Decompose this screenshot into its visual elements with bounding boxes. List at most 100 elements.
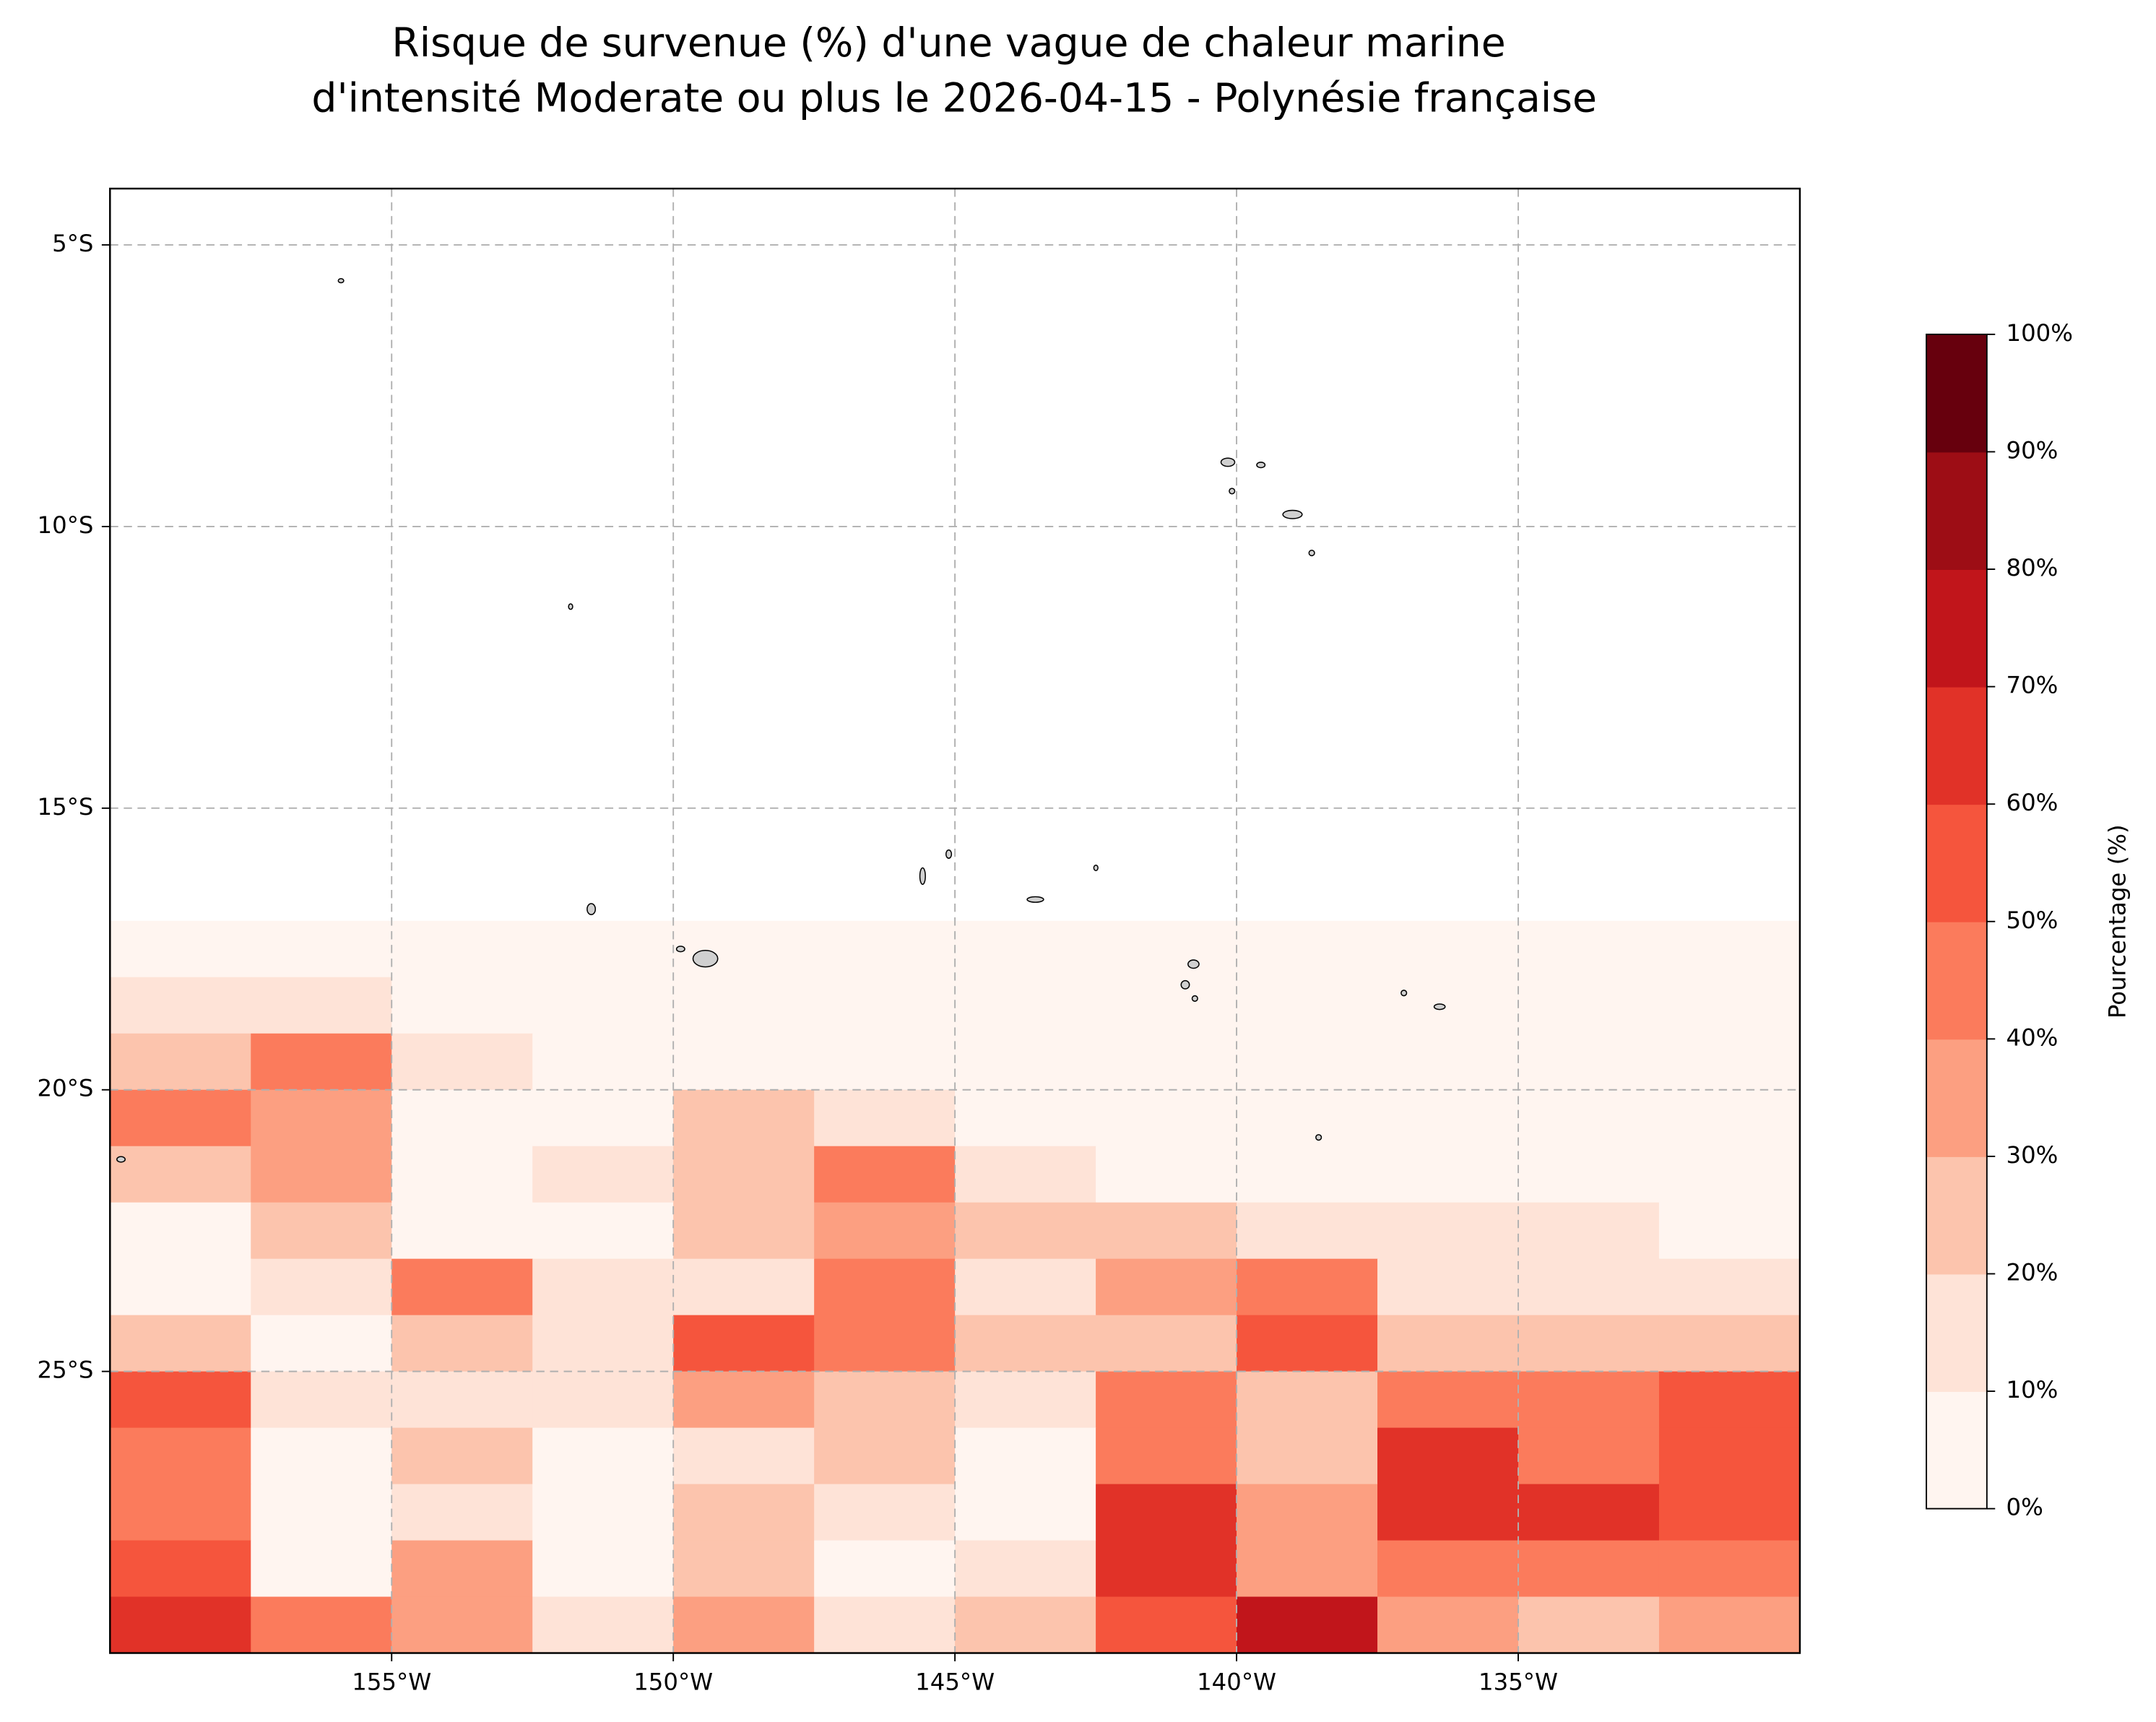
risk-cell — [251, 1371, 393, 1429]
risk-cell — [673, 920, 815, 978]
risk-cell — [391, 1371, 534, 1429]
risk-cell — [532, 1033, 675, 1091]
colorbar-tick-label: 10% — [2006, 1376, 2058, 1403]
risk-cell — [532, 1484, 675, 1541]
risk-cell — [814, 1540, 956, 1598]
risk-cell — [391, 1033, 534, 1091]
risk-cell — [391, 1315, 534, 1372]
colorbar-label: Pourcentage (%) — [2104, 824, 2131, 1018]
risk-cell — [391, 1258, 534, 1316]
risk-cell — [814, 1033, 956, 1091]
colorbar-tick-label: 30% — [2006, 1141, 2058, 1169]
colorbar-segment — [1926, 1039, 1987, 1157]
x-tick-label: 150°W — [633, 1668, 713, 1695]
risk-cell — [955, 1484, 1097, 1541]
island — [1191, 995, 1198, 1002]
chart-title: d'intensité Moderate ou plus le 2026-04-… — [311, 75, 1596, 121]
risk-cell — [1237, 920, 1378, 978]
risk-cell — [532, 1146, 675, 1203]
risk-cell — [814, 1371, 956, 1429]
risk-cell — [1658, 1146, 1801, 1203]
island — [675, 946, 685, 953]
risk-cell — [391, 920, 534, 978]
risk-cell — [251, 1540, 393, 1598]
risk-cell — [1237, 1596, 1378, 1654]
risk-cell — [1377, 1427, 1519, 1485]
risk-cell — [1377, 1315, 1519, 1372]
island — [1400, 990, 1408, 997]
risk-cell — [814, 1596, 956, 1654]
island — [945, 849, 953, 859]
risk-cell — [673, 1033, 815, 1091]
y-tick-label: 25°S — [38, 1357, 94, 1384]
risk-cell — [251, 1596, 393, 1654]
risk-cell — [1658, 1033, 1801, 1091]
risk-cell — [110, 1202, 252, 1260]
risk-cell — [814, 1484, 956, 1541]
colorbar-tick-label: 80% — [2006, 554, 2058, 581]
risk-cell — [1096, 1540, 1238, 1598]
risk-cell — [1237, 1540, 1378, 1598]
risk-cell — [1237, 1202, 1378, 1260]
y-tick-label: 5°S — [52, 230, 93, 257]
risk-cell — [955, 1089, 1097, 1147]
risk-cell — [532, 1315, 675, 1372]
risk-cell — [673, 1540, 815, 1598]
risk-cell — [1518, 1315, 1660, 1372]
grid — [110, 189, 1800, 1653]
risk-cell — [391, 1540, 534, 1598]
risk-cell — [251, 1484, 393, 1541]
risk-cell — [1658, 1427, 1801, 1485]
risk-cell — [251, 1202, 393, 1260]
colorbar-tick-label: 60% — [2006, 789, 2058, 816]
risk-cell — [1096, 1146, 1238, 1203]
y-tick-label: 20°S — [38, 1075, 94, 1102]
risk-cell — [1096, 1202, 1238, 1260]
risk-cell — [673, 1371, 815, 1429]
risk-cell — [955, 977, 1097, 1034]
risk-cell — [1096, 1596, 1238, 1654]
island — [568, 603, 573, 610]
risk-cell — [1096, 1033, 1238, 1091]
island — [1433, 1003, 1446, 1011]
risk-cell — [1377, 1596, 1519, 1654]
risk-cell — [1658, 1202, 1801, 1260]
risk-cell — [1518, 1484, 1660, 1541]
risk-cell — [1377, 920, 1519, 978]
risk-cell — [1518, 1033, 1660, 1091]
colorbar-tick-label: 90% — [2006, 436, 2058, 464]
risk-cell — [1096, 1371, 1238, 1429]
island — [1315, 1134, 1322, 1141]
risk-cell — [1237, 1033, 1378, 1091]
island — [1220, 457, 1236, 467]
risk-cell — [110, 1146, 252, 1203]
x-tick-label: 155°W — [352, 1668, 431, 1695]
risk-cell — [110, 977, 252, 1034]
risk-cell — [251, 1033, 393, 1091]
risk-cell — [814, 1315, 956, 1372]
risk-cell — [673, 1146, 815, 1203]
risk-cell — [814, 1427, 956, 1485]
risk-cell — [1518, 1427, 1660, 1485]
x-tick-label: 140°W — [1197, 1668, 1276, 1695]
risk-cell — [814, 977, 956, 1034]
risk-cell — [1658, 1258, 1801, 1316]
risk-cell — [814, 1089, 956, 1147]
colorbar-tick-label: 70% — [2006, 672, 2058, 699]
risk-cell — [1377, 977, 1519, 1034]
risk-cell — [1377, 1258, 1519, 1316]
risk-cell — [251, 1427, 393, 1485]
risk-cell — [1096, 1484, 1238, 1541]
island — [919, 867, 926, 886]
field — [110, 920, 1801, 1654]
risk-cell — [110, 1540, 252, 1598]
risk-cell — [391, 1146, 534, 1203]
risk-cell — [1518, 1540, 1660, 1598]
risk-cell — [110, 920, 252, 978]
risk-cell — [532, 977, 675, 1034]
island — [692, 949, 719, 968]
risk-cell — [1658, 977, 1801, 1034]
colorbar: 0% 10% 20% 30% 40% 50% 60% 70% 80% 90% 100% — [1926, 319, 2073, 1521]
risk-cell — [955, 1427, 1097, 1485]
